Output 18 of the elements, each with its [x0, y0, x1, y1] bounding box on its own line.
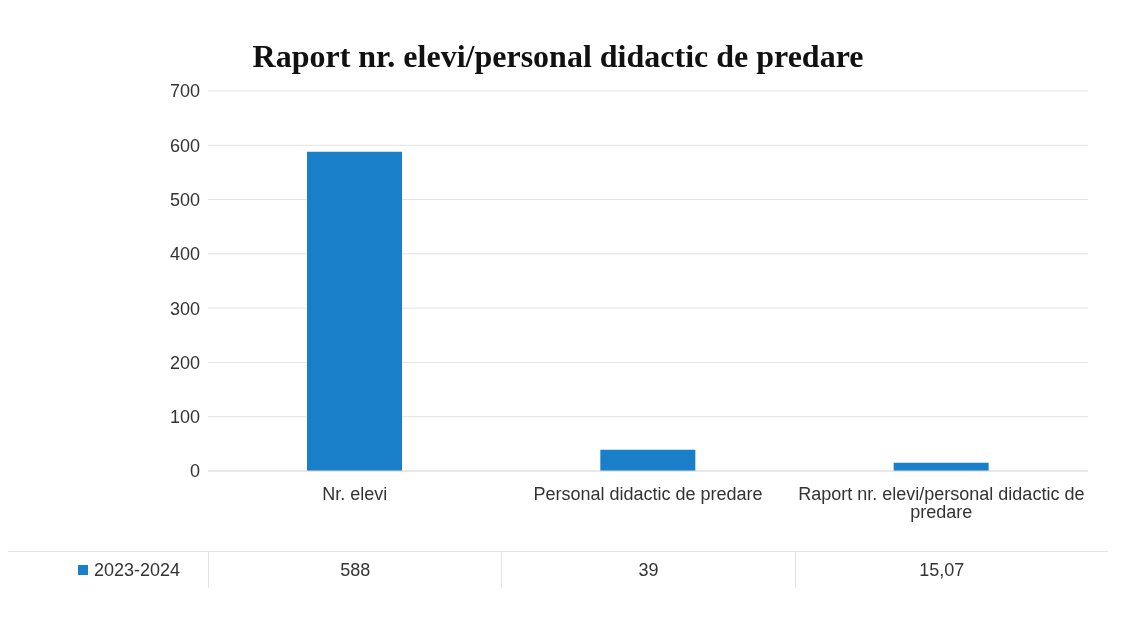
chart-title: Raport nr. elevi/personal didactic de predare: [251, 37, 865, 76]
y-tick-label: 0: [189, 461, 200, 482]
bar: [600, 449, 696, 471]
y-tick-label: 400: [169, 244, 200, 265]
x-tick-label: Raport nr. elevi/personal didactic de predare: [798, 483, 1085, 522]
y-tick-label: 100: [169, 407, 200, 428]
x-tick-label: Nr. elevi: [322, 483, 388, 504]
legend-label: 2023-2024: [94, 559, 181, 581]
bar: [307, 151, 402, 471]
y-tick-label: 300: [169, 298, 200, 319]
y-tick-label: 200: [169, 352, 200, 373]
data-label: 39: [501, 552, 795, 588]
y-tick-label: 700: [169, 81, 200, 102]
data-label: 15,07: [794, 552, 1088, 588]
data-label: 588: [208, 552, 502, 588]
x-tick-label: Personal didactic de predare: [533, 483, 763, 504]
y-tick-label: 500: [169, 189, 200, 210]
y-tick-label: 600: [169, 135, 200, 156]
